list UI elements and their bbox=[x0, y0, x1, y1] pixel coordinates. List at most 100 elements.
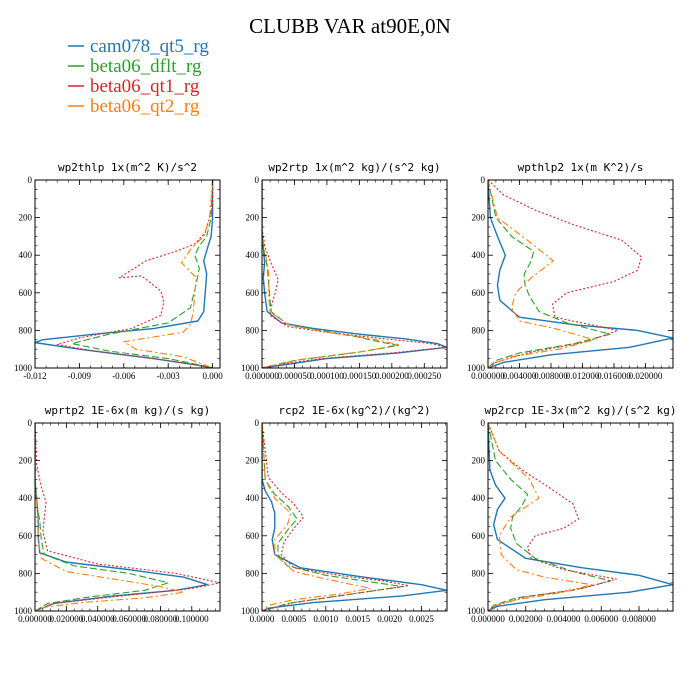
y-tick-label: 1000 bbox=[14, 606, 33, 616]
x-tick-label: 0.016000 bbox=[597, 371, 631, 381]
y-tick-label: 0 bbox=[28, 418, 33, 428]
x-tick-label: 0.000150 bbox=[342, 371, 376, 381]
y-tick-label: 800 bbox=[19, 568, 33, 578]
plot-frame bbox=[261, 179, 448, 369]
x-tick-label: 0.000050 bbox=[278, 371, 312, 381]
x-tick-label: 0.0005 bbox=[282, 614, 307, 624]
x-tick-label: 0.000000 bbox=[471, 614, 505, 624]
x-tick-label: 0.0015 bbox=[345, 614, 370, 624]
legend-entry: beta06_dflt_rg bbox=[90, 56, 202, 77]
series-line-beta06_dflt_rg bbox=[488, 423, 612, 611]
panel-title: wp2thlp 1x(m^2 K)/s^2 bbox=[58, 161, 197, 174]
y-tick-label: 400 bbox=[19, 250, 33, 260]
x-tick-label: 0.080000 bbox=[144, 614, 178, 624]
plot-frame bbox=[261, 422, 448, 612]
y-tick-label: 1000 bbox=[14, 363, 33, 373]
y-tick-label: 0 bbox=[481, 418, 486, 428]
x-tick-label: 0.0010 bbox=[313, 614, 338, 624]
x-tick-label: 0.000200 bbox=[375, 371, 409, 381]
y-tick-label: 200 bbox=[246, 213, 260, 223]
panels-container: wp2thlp 1x(m^2 K)/s^2 0 200 400 600 800 1000 -0… bbox=[14, 161, 677, 624]
series-line-beta06_qt2_rg bbox=[262, 180, 399, 368]
series-line-beta06_qt2_rg bbox=[35, 423, 185, 611]
legend-entry: cam078_qt5_rg bbox=[90, 36, 209, 57]
y-tick-label: 800 bbox=[472, 325, 486, 335]
series-line-beta06_dflt_rg bbox=[488, 180, 611, 368]
y-tick-label: 600 bbox=[472, 531, 486, 541]
x-tick-label: 0.012000 bbox=[566, 371, 600, 381]
x-tick-label: -0.003 bbox=[157, 371, 181, 381]
x-tick-label: -0.006 bbox=[112, 371, 136, 381]
y-tick-label: 400 bbox=[472, 493, 486, 503]
series-line-beta06_qt1_rg bbox=[262, 423, 410, 611]
chart-panel: wp2rtp 1x(m^2 kg)/(s^2 kg) 0 200 400 600 800 1… bbox=[241, 161, 448, 381]
legend-entry: beta06_qt2_rg bbox=[90, 96, 200, 117]
x-tick-label: 0.000 bbox=[202, 371, 223, 381]
x-tick-label: 0.0020 bbox=[377, 614, 402, 624]
y-tick-label: 200 bbox=[472, 213, 486, 223]
x-tick-label: 0.006000 bbox=[584, 614, 618, 624]
y-tick-label: 0 bbox=[255, 418, 260, 428]
series-line-beta06_qt1_rg bbox=[488, 180, 643, 368]
y-tick-label: 800 bbox=[472, 568, 486, 578]
series-line-cam078_qt5_rg bbox=[35, 180, 214, 368]
series-line-cam078_qt5_rg bbox=[488, 180, 673, 368]
chart-panel: wprtp2 1E-6x(m kg)/(s kg) 0 200 400 600 800 10… bbox=[14, 404, 221, 624]
panel-title: wp2rcp 1E-3x(m^2 kg)/(s^2 kg) bbox=[484, 404, 676, 417]
series-line-beta06_dflt_rg bbox=[262, 423, 403, 611]
y-tick-label: 600 bbox=[19, 288, 33, 298]
y-tick-label: 400 bbox=[472, 250, 486, 260]
x-tick-label: 0.004000 bbox=[547, 614, 581, 624]
y-tick-label: 600 bbox=[472, 288, 486, 298]
y-tick-label: 800 bbox=[246, 568, 260, 578]
y-tick-label: 400 bbox=[246, 493, 260, 503]
chart-panel: wpthlp2 1x(m K^2)/s020040060080010000.00… bbox=[467, 161, 674, 381]
y-tick-label: 800 bbox=[246, 325, 260, 335]
y-tick-label: 800 bbox=[19, 325, 33, 335]
x-tick-label: 0.008000 bbox=[622, 614, 656, 624]
series-line-beta06_qt1_rg bbox=[488, 423, 617, 611]
y-tick-label: 0 bbox=[481, 175, 486, 185]
y-tick-label: 1000 bbox=[241, 606, 260, 616]
series-line-cam078_qt5_rg bbox=[35, 423, 209, 611]
y-tick-label: 400 bbox=[19, 493, 33, 503]
series-line-beta06_qt1_rg bbox=[262, 180, 447, 368]
y-tick-label: 600 bbox=[246, 288, 260, 298]
series-line-cam078_qt5_rg bbox=[488, 423, 673, 611]
x-tick-label: 0.000000 bbox=[18, 614, 52, 624]
legend-entry: beta06_qt1_rg bbox=[90, 76, 200, 97]
series-line-beta06_qt2_rg bbox=[262, 423, 372, 611]
legend: cam078_qt5_rgbeta06_dflt_rgbeta06_qt1_rg… bbox=[68, 36, 209, 117]
chart-panel: wp2thlp 1x(m^2 K)/s^202004006008001000-0… bbox=[14, 161, 223, 381]
x-tick-label: 0.060000 bbox=[112, 614, 146, 624]
series-line-cam078_qt5_rg bbox=[262, 180, 447, 368]
x-tick-label: 0.004000 bbox=[503, 371, 537, 381]
panel-title: wpthlp2 1x(m K^2)/s bbox=[518, 161, 644, 174]
x-tick-label: 0.0000 bbox=[250, 614, 275, 624]
plot-frame bbox=[487, 179, 674, 369]
plot-frame bbox=[34, 422, 221, 612]
panel-title: wprtp2 1E-6x(m kg)/(s kg) bbox=[45, 404, 211, 417]
series-line-beta06_dflt_rg bbox=[71, 180, 214, 368]
x-tick-label: 0.000000 bbox=[471, 371, 505, 381]
y-tick-label: 400 bbox=[246, 250, 260, 260]
x-tick-label: 0.040000 bbox=[81, 614, 115, 624]
chart-panel: rcp2 1E-6x(kg^2)/(kg^2) 0 200 400 600 800 1000… bbox=[241, 404, 448, 624]
series-line-beta06_qt2_rg bbox=[123, 180, 214, 368]
series-line-beta06_qt2_rg bbox=[488, 423, 593, 611]
x-tick-label: 0.020000 bbox=[49, 614, 83, 624]
x-tick-label: 0.000100 bbox=[310, 371, 344, 381]
x-tick-label: 0.002000 bbox=[509, 614, 543, 624]
x-tick-label: 0.0025 bbox=[409, 614, 434, 624]
y-tick-label: 600 bbox=[246, 531, 260, 541]
x-tick-label: -0.009 bbox=[68, 371, 92, 381]
series-line-beta06_qt1_rg bbox=[56, 180, 214, 368]
y-tick-label: 0 bbox=[255, 175, 260, 185]
chart-panel: wp2rcp 1E-3x(m^2 kg)/(s^2 kg)0 200 400 600 8… bbox=[467, 404, 677, 624]
x-tick-label: 0.008000 bbox=[534, 371, 568, 381]
y-tick-label: 1000 bbox=[241, 363, 260, 373]
series-line-beta06_qt1_rg bbox=[35, 423, 220, 611]
y-tick-label: 200 bbox=[19, 213, 33, 223]
y-tick-label: 1000 bbox=[467, 363, 486, 373]
